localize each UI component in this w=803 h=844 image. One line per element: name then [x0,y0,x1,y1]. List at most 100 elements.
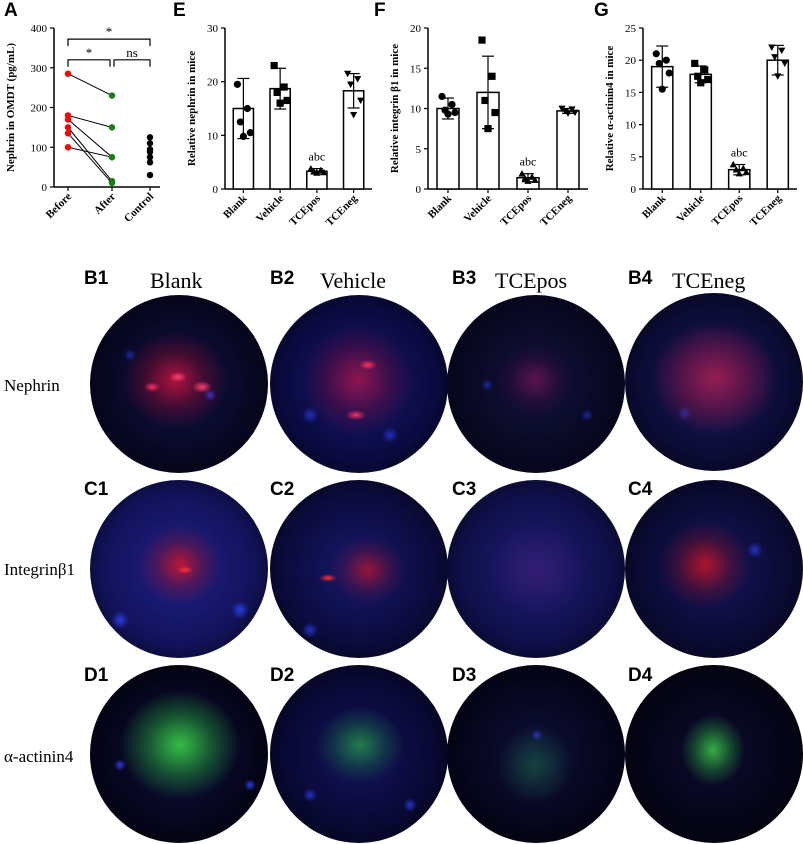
micrograph-b2 [270,295,448,473]
pair-line [67,146,113,158]
bar-tceneg [556,110,580,190]
y-tick-label: 30 [207,23,219,35]
sig-before-control-bracket [67,38,151,47]
sig-after-control-bracket [113,59,151,67]
x-tick-label: TCEpos [710,192,746,228]
chart-a: 0 100 200 300 400 Nephrin in OMDT (pg/mL) Befo… [5,23,160,225]
pair-line [67,73,113,97]
chart-e: 0 10 20 30 Relative nephrin in mice Blank Vehi… [186,23,372,229]
panel-letter-c3: C3 [452,479,477,500]
y-tick-label: 20 [410,23,422,35]
data-point [451,108,459,117]
data-point [652,50,660,58]
x-tick-label: TCEpos [287,192,323,228]
data-point [524,177,532,184]
data-point [662,56,670,64]
data-point [320,168,328,176]
y-tick-label: 20 [207,77,219,89]
data-point [768,44,776,51]
significance-label: abc [309,150,326,164]
panel-letter-d1: D1 [84,665,109,686]
control-point [146,148,154,156]
data-point [280,83,288,91]
chart-f: 0 5 10 15 20 Relative integrin β1 in mice Blan… [389,23,588,229]
panel-letter-g: G [594,0,609,21]
data-point [781,60,789,68]
panel-letter-a: A [4,0,18,21]
data-point [778,47,786,55]
y-tick-label: 0 [631,184,637,196]
data-point [313,169,321,176]
y-axis-label: Relative nephrin in mice [186,51,198,166]
row-label-integrin: Integrinβ1 [4,560,75,579]
data-point [488,72,496,80]
after-point [108,92,116,99]
panel-letter-f: F [374,0,386,21]
panel-letter-d4: D4 [628,665,653,686]
data-point [704,75,712,84]
x-tick-label: Before [44,191,74,221]
after-point [108,124,116,131]
significance-label: abc [520,155,537,169]
data-point [233,80,241,88]
data-point [528,173,536,180]
x-tick-label: Blank [221,192,250,221]
x-tick-label: TCEneg [324,192,360,228]
x-tick-label: After [92,191,118,217]
y-axis-label: Nephrin in OMDT (pg/mL) [5,43,17,172]
data-point [571,109,579,117]
pair-line [67,114,113,128]
after-point [108,179,116,187]
data-point [246,129,254,137]
data-point [484,125,492,133]
panel-letter-d3: D3 [452,665,477,686]
data-point [655,59,663,68]
row-label-nephrin: Nephrin [4,376,60,395]
panel-letter-e: E [173,0,186,21]
data-point [691,59,699,68]
row-label-actinin: α-actinin4 [4,747,74,766]
data-point [732,166,740,173]
y-tick-label: 0 [416,184,422,196]
x-tick-label: Control [122,191,156,225]
data-point [448,100,456,109]
data-point [564,110,572,117]
data-point [236,118,244,126]
sig-before-control-label: * [106,24,113,39]
x-tick-label: Vehicle [254,193,286,225]
chart-g: 0 5 10 15 20 25 Relative α-actinin4 in mice Bla… [604,23,797,229]
sig-before-after-label: * [86,45,93,60]
sig-before-after-bracket [67,59,111,67]
data-point [665,69,673,77]
micrograph-d4 [625,665,803,843]
column-header-tceneg: TCEneg [672,268,746,293]
x-tick-label: Vehicle [674,193,706,225]
data-point [481,96,489,105]
x-tick-label: TCEneg [748,192,784,228]
before-point [64,124,72,131]
bar-blank [436,107,460,190]
pair-line [67,127,113,182]
micrograph-c3 [447,480,625,658]
y-tick-label: 5 [416,144,422,156]
panel-letter-b1: B1 [84,268,109,289]
y-tick-label: 10 [625,120,637,132]
column-header-blank: Blank [150,268,203,293]
data-point [283,96,291,105]
panel-letter-b4: B4 [628,268,653,289]
before-point [64,130,72,137]
data-point [239,132,247,141]
data-point [350,112,358,119]
data-point [444,110,452,118]
before-point [64,144,72,151]
y-tick-label: 200 [31,103,48,115]
y-tick-label: 100 [31,142,48,154]
control-point [146,171,154,179]
data-point [701,66,709,74]
data-point [694,72,702,80]
data-point [742,168,750,176]
control-point [146,159,154,166]
after-point [108,153,116,161]
sig-after-control-label: ns [126,45,138,60]
panel-letter-d2: D2 [270,665,295,686]
